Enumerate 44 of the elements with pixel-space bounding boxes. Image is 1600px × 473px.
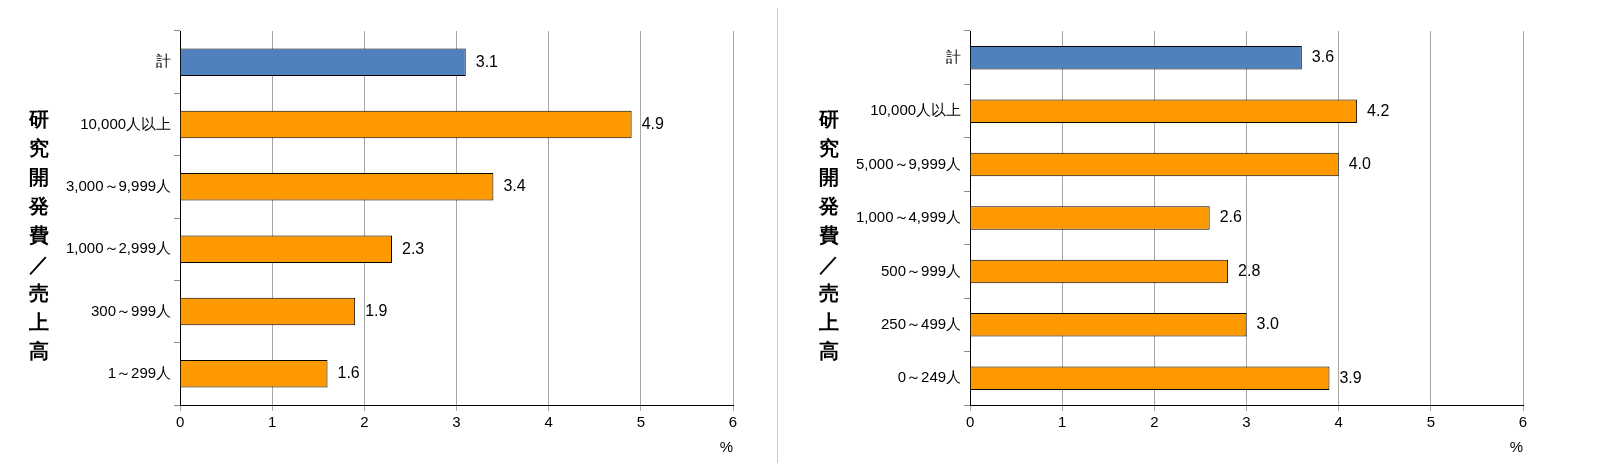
- x-tick-label: 6: [1518, 412, 1528, 430]
- x-tick-label: 2: [360, 412, 369, 430]
- data-label: 1.9: [365, 301, 388, 319]
- x-tick-label: 4: [1334, 412, 1343, 430]
- x-tick-label: 1: [1058, 412, 1067, 430]
- data-label: 3.6: [1311, 47, 1335, 65]
- x-tick-label: 0: [175, 412, 185, 430]
- text: 研究開発費／売上高: [818, 108, 839, 362]
- data-label: 1.6: [337, 363, 360, 381]
- x-tick-label: 3: [452, 412, 461, 430]
- y-tick-label: 5,000～9,999人: [856, 154, 962, 172]
- data-label: 3.9: [1339, 368, 1362, 386]
- x-tick-label: 3: [1242, 412, 1251, 430]
- y-tick-label: 10,000人以上: [80, 114, 172, 132]
- y-tick-label: 1～299人: [107, 363, 172, 381]
- x-tick-label: 1: [268, 412, 277, 430]
- x-tick-label: 5: [1426, 412, 1436, 430]
- y-tick-label: 250～499人: [881, 314, 962, 332]
- y-tick-label: 0～249人: [897, 367, 962, 385]
- y-tick-label: 10,000人以上: [870, 100, 962, 118]
- x-axis-title: %: [719, 437, 733, 455]
- data-label: 3.1: [475, 52, 499, 70]
- y-tick-label: 1,000～4,999人: [856, 207, 962, 225]
- data-label: 2.8: [1238, 261, 1261, 279]
- data-label: 4.2: [1367, 101, 1390, 119]
- data-label: 2.3: [402, 239, 425, 257]
- y-tick-label: 計: [156, 51, 172, 69]
- x-tick-label: 0: [965, 412, 975, 430]
- text: 研究開発費／売上高: [28, 108, 49, 362]
- data-label: 2.6: [1219, 207, 1243, 225]
- y-tick-label: 1,000～2,999人: [66, 238, 172, 256]
- x-tick-label: 6: [728, 412, 738, 430]
- y-tick-label: 計: [946, 47, 962, 65]
- data-label: 3.4: [503, 176, 526, 194]
- data-label: 4.9: [641, 114, 664, 132]
- x-tick-label: 2: [1150, 412, 1159, 430]
- data-label: 3.0: [1256, 314, 1279, 332]
- y-tick-label: 500～999人: [881, 261, 962, 279]
- y-tick-label: 300～999人: [91, 301, 172, 319]
- x-tick-label: 5: [636, 412, 646, 430]
- x-axis-title: %: [1509, 437, 1523, 455]
- x-tick-label: 4: [544, 412, 553, 430]
- y-tick-label: 3,000～9,999人: [66, 176, 172, 194]
- data-label: 4.0: [1348, 154, 1372, 172]
